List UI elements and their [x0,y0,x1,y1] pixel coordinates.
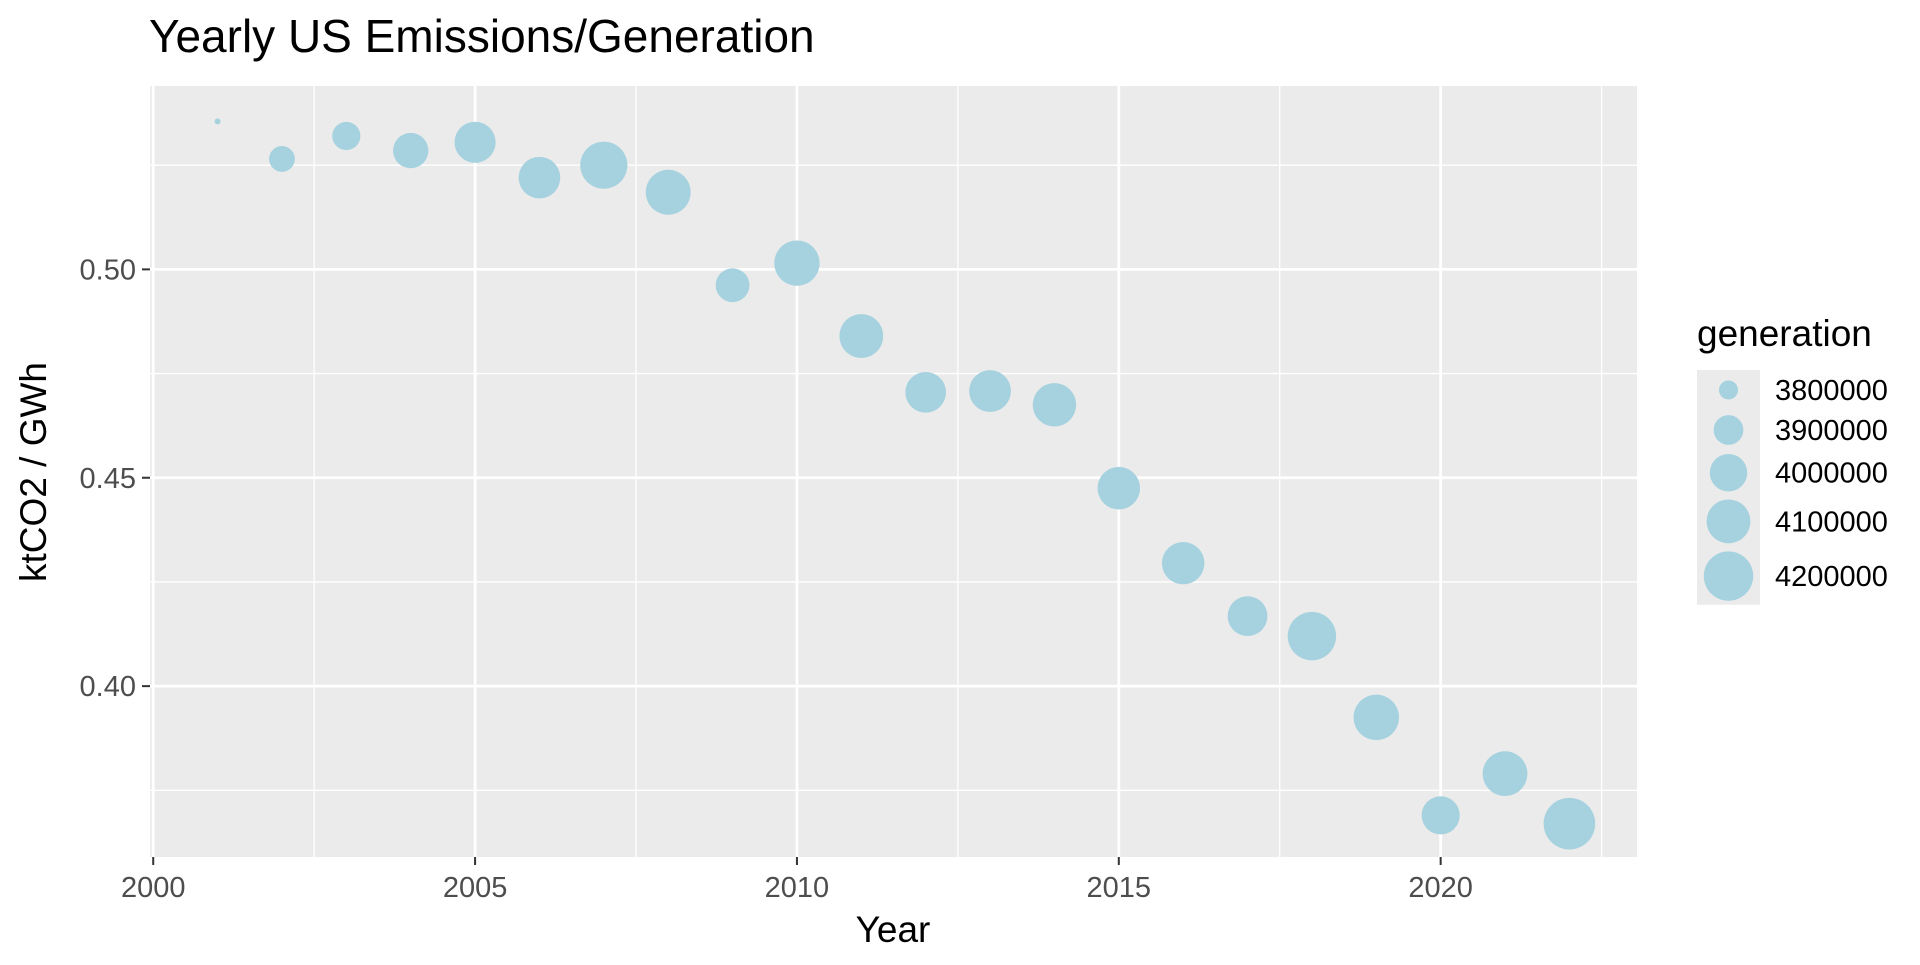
y-tick-label: 0.45 [80,463,136,495]
legend-label: 3900000 [1775,415,1888,447]
plot-panel [150,86,1637,857]
y-axis: 0.40 0.45 0.50 [80,254,150,703]
y-tick-label: 0.50 [80,254,136,286]
data-point [1543,797,1596,850]
data-point [1161,541,1205,585]
data-point [518,156,561,199]
x-tick-label: 2010 [765,872,830,904]
data-point [645,169,691,215]
data-point [393,132,429,169]
data-point [969,370,1011,412]
x-axis-title: Year [856,909,931,950]
legend-label: 4000000 [1775,458,1888,490]
legend-label: 4100000 [1775,506,1888,538]
legend: generation 3800000 3900000 4000000 4100000 4… [1697,313,1888,605]
data-point [454,121,496,163]
panel-background [150,86,1637,857]
data-point [1227,596,1268,637]
data-point [269,146,295,172]
data-point [715,268,750,303]
y-tick-label: 0.40 [80,671,136,703]
legend-label: 3800000 [1775,375,1888,407]
x-tick-label: 2015 [1087,872,1152,904]
data-point [332,121,361,151]
x-tick-label: 2000 [121,872,186,904]
legend-key [1718,380,1739,400]
legend-label: 4200000 [1775,561,1888,593]
data-point [1353,694,1400,741]
legend-key [1706,499,1751,544]
data-point [839,314,884,358]
data-point [1287,611,1337,661]
chart-title: Yearly US Emissions/Generation [149,10,815,62]
data-point [1032,383,1077,427]
legend-key [1703,551,1754,601]
legend-title: generation [1697,313,1872,354]
data-point [1482,751,1528,797]
x-tick-label: 2005 [443,872,508,904]
legend-key [1709,454,1748,492]
data-point [1421,796,1460,835]
data-point [774,240,820,286]
y-axis-title: ktCO2 / GWh [13,362,54,582]
legend-key [1713,415,1744,445]
x-axis: 2000 2005 2010 2015 2020 [121,857,1473,904]
data-point [214,118,221,125]
data-point [1097,466,1141,510]
x-tick-label: 2020 [1408,872,1473,904]
data-point [580,141,628,189]
data-point [905,371,947,413]
